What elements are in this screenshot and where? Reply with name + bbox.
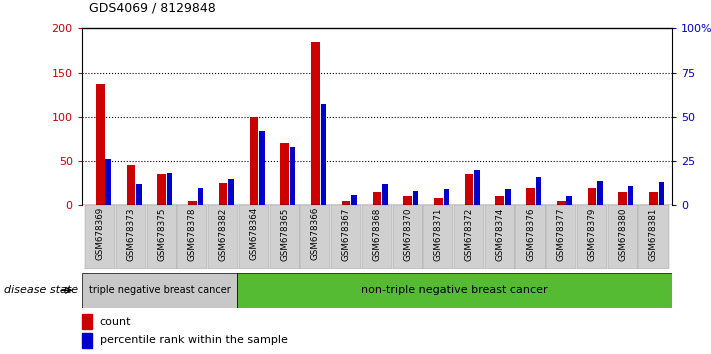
Bar	[269, 205, 299, 269]
Bar	[546, 205, 577, 269]
Bar	[526, 188, 535, 205]
Bar	[362, 205, 392, 269]
Text: GSM678382: GSM678382	[219, 207, 228, 261]
Text: triple negative breast cancer: triple negative breast cancer	[89, 285, 230, 295]
Bar	[577, 205, 607, 269]
Bar	[146, 205, 177, 269]
Bar	[342, 201, 351, 205]
Bar	[300, 205, 331, 269]
Bar	[628, 186, 634, 205]
Text: GSM678372: GSM678372	[464, 207, 474, 261]
Bar	[188, 201, 197, 205]
Text: GSM678366: GSM678366	[311, 207, 320, 261]
Text: GSM678369: GSM678369	[96, 207, 105, 261]
Text: count: count	[100, 316, 131, 327]
Text: GSM678365: GSM678365	[280, 207, 289, 261]
Bar	[485, 205, 515, 269]
Text: GSM678377: GSM678377	[557, 207, 566, 261]
Bar	[137, 184, 141, 205]
Bar	[373, 192, 381, 205]
Bar	[638, 205, 668, 269]
Bar	[413, 191, 418, 205]
Text: percentile rank within the sample: percentile rank within the sample	[100, 335, 287, 346]
Bar	[250, 117, 258, 205]
Bar	[105, 159, 111, 205]
Text: GDS4069 / 8129848: GDS4069 / 8129848	[89, 1, 215, 14]
Bar	[454, 205, 484, 269]
Bar	[82, 333, 92, 348]
Bar	[280, 143, 289, 205]
Bar	[239, 205, 269, 269]
Text: GSM678379: GSM678379	[587, 207, 597, 261]
Bar	[208, 205, 238, 269]
Text: GSM678371: GSM678371	[434, 207, 443, 261]
Bar	[474, 170, 480, 205]
Bar	[434, 198, 443, 205]
Text: GSM678367: GSM678367	[341, 207, 351, 261]
Bar	[237, 273, 672, 308]
Bar	[290, 147, 295, 205]
Bar	[515, 205, 545, 269]
Bar	[321, 104, 326, 205]
Bar	[465, 175, 474, 205]
Bar	[392, 205, 422, 269]
Text: GSM678373: GSM678373	[127, 207, 135, 261]
Bar	[505, 189, 510, 205]
Bar	[82, 314, 92, 329]
Bar	[403, 196, 412, 205]
Bar	[444, 189, 449, 205]
Bar	[198, 188, 203, 205]
Bar	[228, 179, 234, 205]
Bar	[649, 192, 658, 205]
Text: GSM678378: GSM678378	[188, 207, 197, 261]
Text: GSM678374: GSM678374	[496, 207, 504, 261]
Bar	[127, 165, 135, 205]
Bar	[85, 205, 115, 269]
Text: GSM678380: GSM678380	[619, 207, 627, 261]
Text: GSM678375: GSM678375	[157, 207, 166, 261]
Text: GSM678381: GSM678381	[649, 207, 658, 261]
Bar	[597, 181, 603, 205]
Bar	[167, 173, 173, 205]
Bar	[177, 205, 208, 269]
Bar	[259, 131, 264, 205]
Bar	[557, 201, 565, 205]
Bar	[588, 188, 597, 205]
Bar	[82, 273, 237, 308]
Bar	[567, 196, 572, 205]
Bar	[157, 175, 166, 205]
Bar	[351, 195, 357, 205]
Bar	[219, 183, 228, 205]
Text: non-triple negative breast cancer: non-triple negative breast cancer	[361, 285, 547, 295]
Bar	[608, 205, 638, 269]
Bar	[96, 84, 105, 205]
Bar	[116, 205, 146, 269]
Bar	[331, 205, 361, 269]
Bar	[382, 184, 387, 205]
Bar	[658, 182, 664, 205]
Text: disease state: disease state	[4, 285, 77, 295]
Bar	[311, 42, 320, 205]
Text: GSM678368: GSM678368	[373, 207, 381, 261]
Bar	[423, 205, 454, 269]
Bar	[496, 196, 504, 205]
Text: GSM678364: GSM678364	[250, 207, 258, 261]
Bar	[619, 192, 627, 205]
Bar	[535, 177, 541, 205]
Text: GSM678370: GSM678370	[403, 207, 412, 261]
Text: GSM678376: GSM678376	[526, 207, 535, 261]
